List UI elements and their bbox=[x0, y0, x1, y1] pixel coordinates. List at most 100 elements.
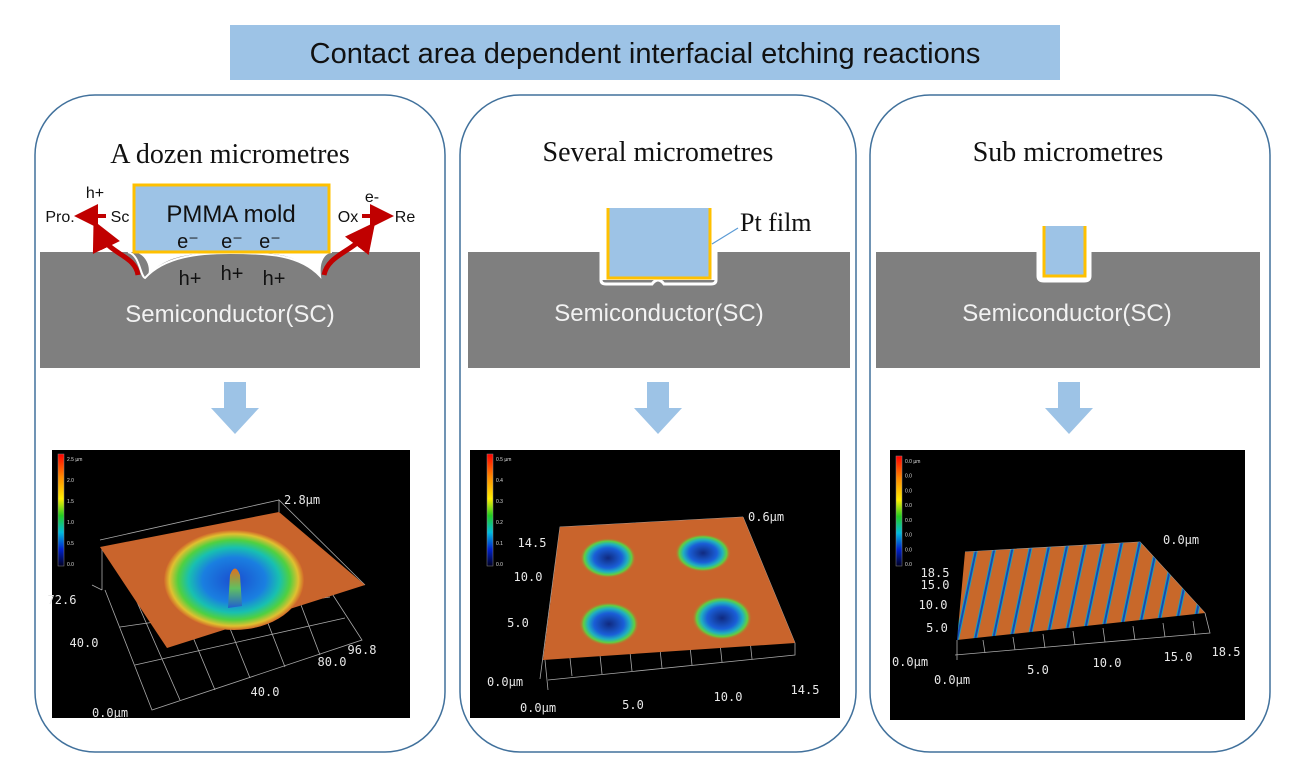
hole-label: h+ bbox=[221, 263, 244, 285]
colorbar-label: 0.0 bbox=[905, 503, 912, 509]
electron-label: e⁻ bbox=[221, 231, 243, 253]
reaction-label: e- bbox=[365, 189, 379, 206]
pit bbox=[579, 602, 639, 646]
tick-label: 18.5 bbox=[1212, 645, 1241, 659]
semiconductor-block bbox=[876, 252, 1260, 368]
title-text: Contact area dependent interfacial etchi… bbox=[310, 38, 981, 70]
tick-label: 80.0 bbox=[318, 655, 347, 669]
tick-label: 5.0 bbox=[926, 621, 948, 635]
colorbar bbox=[895, 455, 903, 567]
colorbar-label: 2.0 bbox=[67, 478, 74, 484]
tick-label: 15.0 bbox=[1164, 650, 1193, 664]
panel-2: Several micrometres Pt film Semiconducto… bbox=[468, 137, 850, 718]
panel-heading: A dozen micrometres bbox=[110, 139, 349, 170]
colorbar-label: 0.0 bbox=[905, 488, 912, 494]
tick-label: 0.0µm bbox=[520, 701, 556, 715]
panel-1: A dozen micrometres PMMA mold e⁻ e⁻ e⁻ h… bbox=[40, 139, 420, 720]
mold bbox=[1044, 226, 1085, 276]
afm-image-3: 0.0 µm 0.0 0.0 0.0 0.0 0.0 0.0 0.0 0.0µm 18.5 1… bbox=[890, 450, 1245, 720]
pit bbox=[675, 534, 731, 572]
tick-label: 40.0 bbox=[70, 636, 99, 650]
afm-image-1: 2.5 µm 2.0 1.5 1.0 0.5 0.0 2.8µm 72.6 40.0 0.… bbox=[48, 450, 410, 720]
spike bbox=[228, 568, 242, 608]
film-label: Pt film bbox=[740, 208, 812, 237]
tick-label: 15.0 bbox=[921, 578, 950, 592]
tick-label: 5.0 bbox=[507, 616, 529, 630]
colorbar-label: 1.0 bbox=[67, 520, 74, 526]
film bbox=[1042, 226, 1087, 278]
pit bbox=[692, 596, 752, 640]
down-arrow-icon bbox=[634, 382, 682, 434]
tick-label: 10.0 bbox=[1093, 656, 1122, 670]
panel-heading: Several micrometres bbox=[543, 137, 774, 168]
tick-label: 14.5 bbox=[791, 683, 820, 697]
tick-label: 96.8 bbox=[348, 643, 377, 657]
semiconductor-block bbox=[40, 252, 420, 368]
tick-label: 40.0 bbox=[251, 685, 280, 699]
hole-label: h+ bbox=[179, 268, 202, 290]
tick-label: 0.6µm bbox=[748, 510, 784, 524]
tick-label: 5.0 bbox=[622, 698, 644, 712]
reaction-label: Pro. bbox=[45, 209, 74, 226]
semiconductor-block bbox=[468, 252, 850, 368]
colorbar-label: 0.0 bbox=[905, 533, 912, 539]
colorbar-label: 0.5 bbox=[67, 541, 74, 547]
pt-film bbox=[606, 208, 712, 280]
colorbar-label: 2.5 µm bbox=[67, 457, 82, 463]
substrate-label: Semiconductor(SC) bbox=[962, 300, 1171, 327]
afm-image-2: 0.5 µm 0.4 0.3 0.2 0.1 0.0 0.6µm 14.5 10.0 5.… bbox=[470, 450, 840, 718]
panel-heading: Sub micrometres bbox=[973, 137, 1164, 168]
curved-arrow bbox=[321, 222, 376, 276]
tick-label: 0.0µm bbox=[1163, 533, 1199, 547]
mold-label: PMMA mold bbox=[166, 201, 295, 228]
colorbar-label: 0.0 bbox=[905, 474, 912, 480]
pmma-mold bbox=[132, 183, 331, 254]
tick-label: 0.0µm bbox=[892, 655, 928, 669]
colorbar-label: 0.2 bbox=[496, 520, 503, 526]
colorbar-label: 0.1 bbox=[496, 541, 503, 547]
mold bbox=[608, 208, 710, 278]
colorbar-label: 0.5 µm bbox=[496, 457, 511, 463]
reaction-label: Sc bbox=[111, 209, 130, 226]
tick-label: 72.6 bbox=[48, 593, 77, 607]
tick-label: 14.5 bbox=[518, 536, 547, 550]
colorbar-label: 0.0 bbox=[905, 547, 912, 553]
callout-line bbox=[711, 227, 739, 245]
colorbar-label: 0.3 bbox=[496, 499, 503, 505]
colorbar bbox=[57, 453, 65, 567]
pit bbox=[580, 538, 636, 578]
tick-label: 5.0 bbox=[1027, 663, 1049, 677]
tick-label: 0.0µm bbox=[487, 675, 523, 689]
substrate-label: Semiconductor(SC) bbox=[125, 301, 334, 328]
colorbar-label: 1.5 bbox=[67, 499, 74, 505]
colorbar-label: 0.0 µm bbox=[905, 459, 920, 465]
colorbar-label: 0.0 bbox=[67, 562, 74, 568]
colorbar bbox=[486, 453, 494, 567]
down-arrow-icon bbox=[1045, 382, 1093, 434]
electron-label: e⁻ bbox=[177, 231, 199, 253]
substrate-label: Semiconductor(SC) bbox=[554, 300, 763, 327]
tick-label: 10.0 bbox=[919, 598, 948, 612]
curved-arrow bbox=[92, 220, 141, 276]
axis-grid bbox=[539, 516, 796, 691]
tick-label: 10.0 bbox=[714, 690, 743, 704]
tick-label: 18.5 bbox=[921, 566, 950, 580]
surface bbox=[957, 542, 1205, 640]
down-arrow-icon bbox=[211, 382, 259, 434]
panel-3: Sub micrometres Semiconductor(SC) 0.0 µm… bbox=[876, 137, 1260, 720]
tick-label: 0.0µm bbox=[934, 673, 970, 687]
electron-label: e⁻ bbox=[259, 231, 281, 253]
tick-label: 0.0µm bbox=[92, 706, 128, 720]
tick-label: 2.8µm bbox=[284, 493, 320, 507]
hole-label: h+ bbox=[263, 268, 286, 290]
colorbar-label: 0.0 bbox=[496, 562, 503, 568]
title-banner: Contact area dependent interfacial etchi… bbox=[230, 25, 1060, 80]
colorbar-label: 0.0 bbox=[905, 518, 912, 524]
tick-label: 10.0 bbox=[514, 570, 543, 584]
reaction-label: h+ bbox=[86, 185, 104, 202]
colorbar-label: 0.4 bbox=[496, 478, 503, 484]
reaction-label: Ox bbox=[338, 209, 358, 226]
axis-grid bbox=[954, 541, 1211, 660]
reaction-label: Re bbox=[395, 209, 416, 226]
